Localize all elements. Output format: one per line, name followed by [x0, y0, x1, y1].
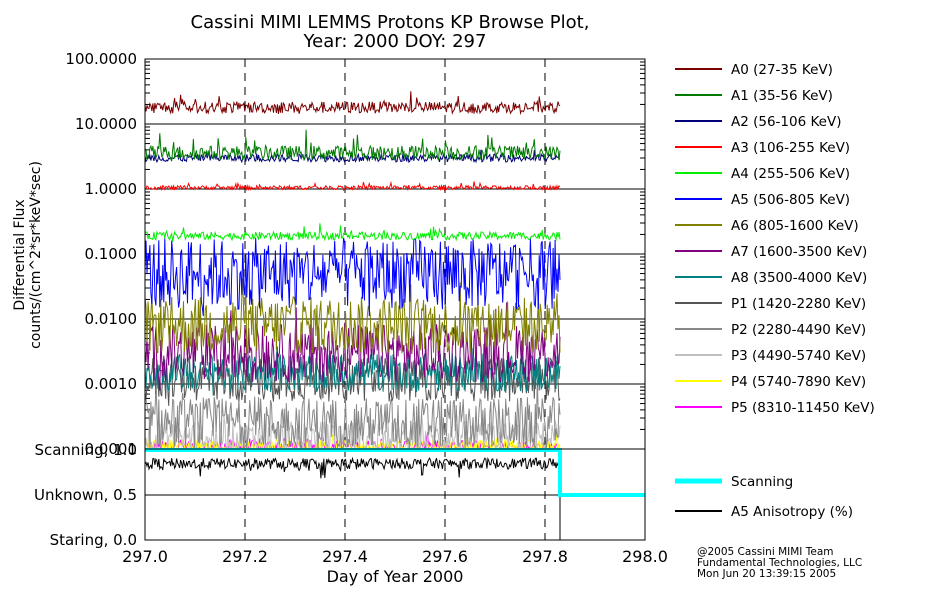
x-tick-label: 297.2	[222, 547, 268, 566]
x-tick-labels: 297.0 297.2 297.4 297.6 297.8 298.0	[122, 547, 668, 566]
x-tick-label: 298.0	[622, 547, 668, 566]
legend-label: Scanning	[731, 474, 793, 490]
legend-label: A5 Anisotropy (%)	[731, 504, 853, 520]
y-axis-label-line2: counts/(cm^2*sr*keV*sec)	[28, 161, 44, 349]
flux-y-tick-label: 1.0000	[85, 180, 138, 198]
mode-series-group	[144, 448, 645, 497]
series-line-a5	[144, 237, 561, 317]
legend-label: A8 (3500-4000 KeV)	[731, 270, 867, 286]
credit-line1: @2005 Cassini MIMI Team	[697, 546, 834, 558]
chart-title-line2: Year: 2000 DOY: 297	[303, 31, 487, 52]
legend-label: A6 (805-1600 KeV)	[731, 218, 859, 234]
series-line-a1	[144, 129, 561, 162]
flux-y-tick-label: 0.0001	[85, 440, 138, 458]
series-line-scanning	[145, 448, 645, 497]
flux-grid	[145, 58, 645, 450]
legend-label: P2 (2280-4490 KeV)	[731, 322, 866, 338]
credit-line2: Fundamental Technologies, LLC	[697, 557, 862, 569]
legend-label: A5 (506-805 KeV)	[731, 192, 850, 208]
credit-line3: Mon Jun 20 13:39:15 2005	[697, 568, 836, 580]
y-axis-label-line1: Differential Flux	[12, 199, 28, 310]
mode-y-tick-label: Staring, 0.0	[50, 531, 137, 549]
flux-y-tick-label: 100.0000	[65, 50, 137, 68]
series-line-p2	[144, 375, 561, 451]
series-line-a3	[144, 180, 561, 192]
flux-y-tick-label: 0.0010	[85, 375, 138, 393]
series-line-a0	[144, 91, 561, 116]
legend-label: P4 (5740-7890 KeV)	[731, 374, 866, 390]
legend-label: A1 (35-56 KeV)	[731, 88, 833, 104]
series-line-a8	[144, 339, 561, 396]
x-axis-label: Day of Year 2000	[327, 567, 464, 586]
series-line-a7	[144, 302, 561, 391]
series-line-anisotropy	[144, 456, 561, 479]
flux-series-group	[144, 91, 561, 451]
chart-title-line1: Cassini MIMI LEMMS Protons KP Browse Plo…	[191, 12, 590, 33]
legend-label: P5 (8310-11450 KeV)	[731, 400, 875, 416]
legend-label: A3 (106-255 KeV)	[731, 140, 850, 156]
flux-y-tick-label: 0.0100	[85, 310, 138, 328]
series-line-a4	[144, 223, 561, 242]
legend-label: A2 (56-106 KeV)	[731, 114, 841, 130]
x-tick-label: 297.4	[322, 547, 368, 566]
legend: A0 (27-35 KeV) A1 (35-56 KeV) A2 (56-106 K…	[675, 62, 875, 520]
legend-label: A4 (255-506 KeV)	[731, 166, 850, 182]
x-tick-label: 297.0	[122, 547, 168, 566]
mode-y-tick-label: Scanning, 1.0	[34, 441, 137, 459]
series-line-p1	[144, 343, 561, 406]
legend-label: A0 (27-35 KeV)	[731, 62, 833, 78]
legend-label: P3 (4490-5740 KeV)	[731, 348, 866, 364]
x-tick-label: 297.8	[522, 547, 568, 566]
legend-label: A7 (1600-3500 KeV)	[731, 244, 867, 260]
x-tick-label: 297.6	[422, 547, 468, 566]
flux-y-tick-label: 10.0000	[75, 115, 137, 133]
series-line-a2	[144, 149, 561, 164]
panel-frames	[144, 58, 646, 541]
mode-panel-frame	[144, 448, 646, 541]
flux-y-tick-label: 0.1000	[85, 245, 138, 263]
legend-label: P1 (1420-2280 KeV)	[731, 296, 866, 312]
series-line-a6	[144, 278, 561, 354]
y-tick-labels: 100.0000 10.0000 1.0000 0.1000 0.0100 0.0010 0…	[34, 50, 137, 549]
mode-y-tick-label: Unknown, 0.5	[34, 486, 137, 504]
